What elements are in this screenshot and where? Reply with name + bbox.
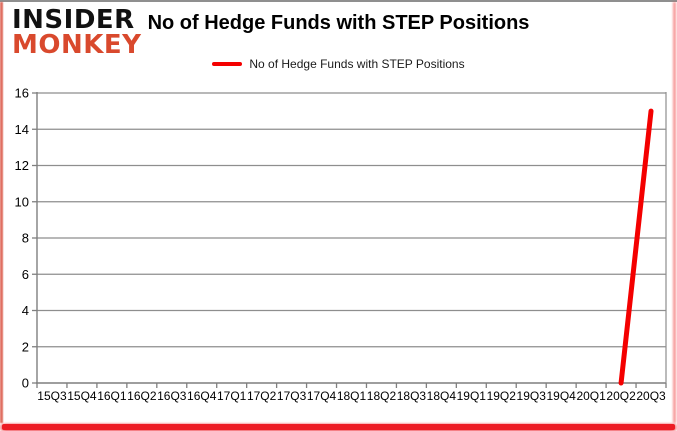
legend-label: No of Hedge Funds with STEP Positions	[249, 57, 465, 71]
x-tick-label: 20Q1	[576, 389, 606, 403]
x-tick-label: 18Q1	[337, 389, 367, 403]
x-tick-label: 17Q4	[307, 389, 337, 403]
x-tick-label: 16Q4	[187, 389, 217, 403]
y-tick-label: 2	[22, 339, 29, 354]
logo-line-monkey: MONKEY	[12, 30, 142, 60]
y-tick-label: 10	[15, 194, 29, 209]
x-tick-label: 15Q4	[67, 389, 97, 403]
y-tick-label: 14	[15, 122, 29, 137]
x-tick-label: 20Q2	[606, 389, 636, 403]
x-tick-label: 16Q3	[157, 389, 187, 403]
frame-right-edge	[673, 2, 676, 423]
x-tick-label: 16Q2	[127, 389, 157, 403]
y-tick-label: 12	[15, 158, 29, 173]
y-tick-label: 4	[22, 303, 29, 318]
x-tick-label: 19Q1	[457, 389, 487, 403]
x-tick-label: 18Q4	[427, 389, 457, 403]
x-tick-label: 19Q4	[546, 389, 576, 403]
x-tick-label: 15Q3	[37, 389, 67, 403]
frame-bottom-edge	[2, 424, 675, 430]
y-tick-label: 16	[15, 86, 29, 101]
x-tick-label: 19Q3	[517, 389, 547, 403]
y-tick-label: 0	[22, 376, 29, 391]
chart-title: No of Hedge Funds with STEP Positions	[147, 12, 530, 34]
x-tick-label: 17Q2	[247, 389, 277, 403]
frame-left-edge	[0, 2, 3, 423]
x-tick-label: 19Q2	[487, 389, 517, 403]
x-tick-label: 17Q1	[217, 389, 247, 403]
insider-monkey-logo: INSIDER MONKEY	[12, 5, 142, 60]
x-tick-label: 18Q3	[397, 389, 427, 403]
x-tick-label: 17Q3	[277, 389, 307, 403]
x-tick-label: 16Q1	[97, 389, 127, 403]
y-tick-label: 6	[22, 267, 29, 282]
frame-top-edge	[0, 0, 677, 2]
legend-line-swatch	[212, 62, 243, 66]
legend: No of Hedge Funds with STEP Positions	[0, 57, 677, 71]
x-tick-label: 20Q3	[636, 389, 666, 403]
logo-line-insider: INSIDER	[12, 5, 135, 35]
series-line	[618, 108, 654, 386]
x-tick-label: 18Q2	[367, 389, 397, 403]
y-tick-label: 8	[22, 231, 29, 246]
